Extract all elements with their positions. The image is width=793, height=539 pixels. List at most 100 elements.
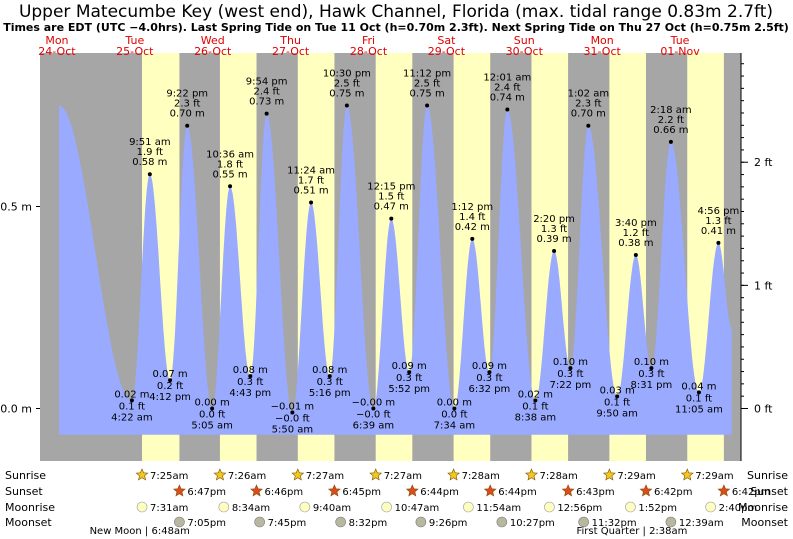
- moonset-icon: [578, 516, 589, 528]
- moonset-icon: [335, 516, 346, 528]
- sunset-icon: [172, 484, 186, 497]
- sunset-time: 6:45pm: [342, 487, 381, 498]
- moonrise-icon: [544, 501, 555, 513]
- moonrise-icon: [463, 501, 474, 513]
- moonrise-icon: [136, 501, 148, 513]
- tide-point-low: [129, 398, 134, 403]
- tide-label-high: 0.70 m: [170, 109, 205, 120]
- tide-point-low: [327, 374, 332, 379]
- moonrise-time: 1:52pm: [638, 503, 677, 514]
- tide-point-low: [452, 406, 457, 411]
- row-label-right: Sunrise: [747, 469, 788, 482]
- tide-label-high: 3:40 pm: [615, 218, 657, 229]
- tide-point-low: [568, 366, 573, 371]
- sunset-icon: [717, 484, 731, 497]
- right-tick-label: 0 ft: [754, 402, 773, 415]
- tide-point-high: [505, 107, 510, 112]
- tide-label-high: 0.38 m: [618, 238, 653, 249]
- row-label-right: Moonset: [741, 516, 788, 529]
- tide-label-low: 0.1 ft: [522, 401, 548, 412]
- tide-point-low: [615, 394, 620, 399]
- moonrise-icon: [705, 501, 716, 513]
- tide-label-low: 6:32 pm: [469, 384, 511, 395]
- day-name: Tue: [670, 34, 690, 47]
- day-name: Tue: [124, 34, 144, 47]
- sunset-time: 6:42pm: [654, 487, 693, 498]
- sunrise-time: 7:28am: [539, 471, 577, 482]
- tide-label-high: 9:54 pm: [246, 77, 288, 88]
- moonset-icon: [665, 516, 677, 528]
- sunset-time: 6:46pm: [265, 487, 304, 498]
- row-label-left: Moonrise: [5, 501, 55, 514]
- tide-label-high: 0.75 m: [329, 89, 364, 100]
- sunset-icon: [483, 484, 497, 497]
- tide-label-low: 5:05 am: [191, 420, 233, 431]
- tide-label-low: 7:34 am: [434, 420, 476, 431]
- tide-label-low: 0.3 ft: [237, 377, 263, 388]
- sunset-icon: [639, 484, 653, 497]
- tide-label-low: 0.3 ft: [557, 369, 583, 380]
- tide-point-low: [248, 374, 253, 379]
- moonrise-time: 12:56pm: [557, 503, 602, 514]
- chart-title: Upper Matecumbe Key (west end), Hawk Cha…: [19, 2, 773, 22]
- day-date: 25-Oct: [116, 45, 154, 58]
- tide-point-low: [290, 410, 295, 415]
- moonset-time: 10:27pm: [510, 518, 555, 529]
- tide-label-low: 0.08 m: [233, 365, 268, 376]
- moonset-icon: [496, 516, 508, 528]
- tide-label-low: 0.0 ft: [441, 409, 467, 420]
- tide-point-high: [147, 172, 152, 177]
- sunrise-time: 7:25am: [150, 471, 188, 482]
- tide-label-high: 10:36 am: [206, 149, 254, 160]
- moonrise-icon: [381, 501, 392, 513]
- tide-labels: 0.02 m0.1 ft4:22 am9:51 am1.9 ft0.58 m0.…: [111, 69, 739, 436]
- moonset-icon: [174, 516, 185, 528]
- tide-label-low: 0.04 m: [681, 381, 716, 392]
- right-tick-label: 2 ft: [754, 156, 773, 169]
- sunset-time: 6:43pm: [576, 487, 615, 498]
- sunrise-time: 7:28am: [462, 471, 500, 482]
- sunset-icon: [561, 484, 575, 497]
- tide-label-low: 4:12 pm: [149, 392, 191, 403]
- sunrise-icon: [602, 468, 616, 481]
- sunrise-time: 7:27am: [306, 471, 344, 482]
- tide-label-low: 0.3 ft: [638, 369, 664, 380]
- tide-label-high: 0.41 m: [701, 226, 736, 237]
- day-name: Mon: [45, 34, 68, 47]
- tide-label-low: 9:50 am: [596, 408, 638, 419]
- tide-label-low: 4:22 am: [111, 412, 153, 423]
- tide-label-low: 7:22 pm: [550, 380, 592, 391]
- tide-label-high: 0.42 m: [455, 222, 490, 233]
- sunset-time: 6:44pm: [498, 487, 537, 498]
- tide-label-low: 0.0 ft: [199, 409, 225, 420]
- tide-label-low: 5:16 pm: [309, 388, 351, 399]
- tide-label-low: 8:31 pm: [631, 380, 673, 391]
- row-label-left: Moonset: [5, 516, 52, 529]
- tide-label-low: 0.02 m: [518, 389, 553, 400]
- tide-point-high: [633, 252, 638, 257]
- sunrise-icon: [213, 468, 227, 481]
- tide-label-high: 12:15 pm: [367, 182, 415, 193]
- tide-label-high: 2.3 ft: [575, 99, 601, 110]
- sunset-icon: [405, 484, 419, 497]
- moon-phase-label: New Moon | 6:48am: [90, 526, 190, 537]
- row-label-left: Sunset: [5, 485, 43, 498]
- day-date: 01-Nov: [660, 45, 700, 58]
- moonset-time: 9:26pm: [429, 518, 468, 529]
- tide-label-high: 2.5 ft: [334, 79, 360, 90]
- day-name: Sat: [437, 34, 456, 47]
- sunrise-icon: [135, 468, 149, 481]
- tide-label-high: 0.55 m: [212, 169, 247, 180]
- tide-point-high: [389, 216, 394, 221]
- tide-label-high: 1:12 pm: [451, 202, 493, 213]
- tide-point-low: [487, 370, 492, 375]
- tide-label-low: 0.10 m: [553, 357, 588, 368]
- tide-label-low: 4:43 pm: [229, 388, 271, 399]
- tide-label-low: −0.0 ft: [275, 414, 310, 425]
- moonset-icon: [415, 516, 427, 528]
- tide-label-high: 9:22 pm: [166, 89, 208, 100]
- tide-label-low: 0.3 ft: [476, 373, 502, 384]
- tide-label-high: 1.9 ft: [137, 147, 163, 158]
- tide-label-high: 2.5 ft: [414, 79, 440, 90]
